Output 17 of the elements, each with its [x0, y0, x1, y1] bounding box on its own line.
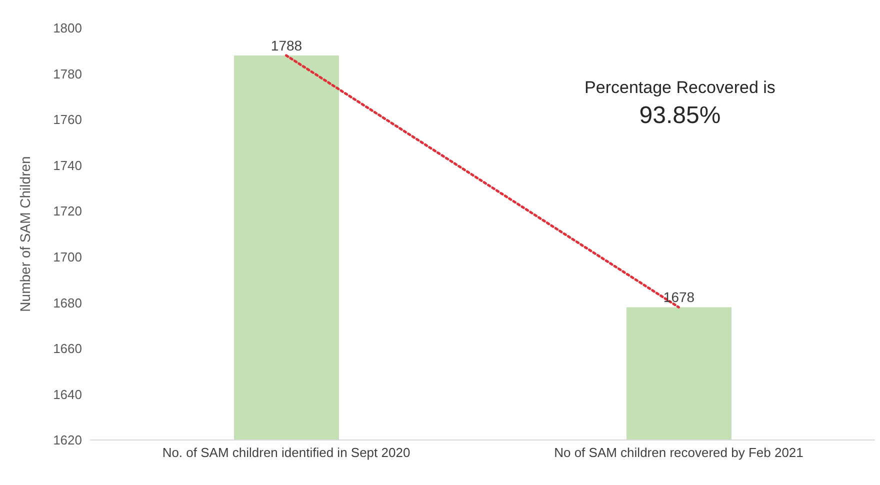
- y-tick-label: 1640: [53, 386, 82, 402]
- data-label: 1788: [270, 37, 302, 54]
- y-tick-label: 1740: [53, 158, 82, 173]
- x-tick-label: No of SAM children recovered by Feb 2021: [554, 445, 804, 460]
- y-tick-label: 1620: [53, 432, 82, 448]
- y-tick-label: 1760: [53, 112, 82, 128]
- y-tick-label: 1720: [53, 204, 82, 219]
- y-tick-label: 1700: [53, 250, 82, 265]
- y-tick-label: 1660: [53, 341, 82, 356]
- annotation: Percentage Recovered is: [584, 78, 776, 98]
- y-tick-label: 1680: [53, 295, 82, 310]
- y-tick-label: 1780: [53, 66, 82, 82]
- data-label: 1678: [663, 289, 695, 306]
- annotation: 93.85%: [638, 102, 722, 130]
- y-tick-label: 1800: [53, 20, 82, 36]
- y-axis-title: Number of SAM Children: [16, 156, 33, 312]
- x-tick-label: No. of SAM children identified in Sept 2020: [162, 445, 410, 460]
